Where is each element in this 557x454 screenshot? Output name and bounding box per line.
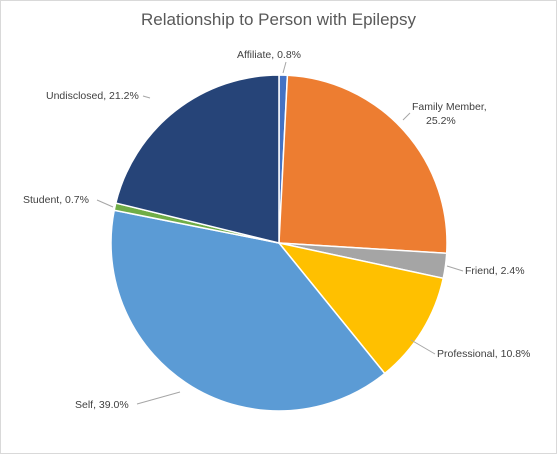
- data-label-student: Student, 0.7%: [23, 194, 89, 206]
- pie-slice-family-member: [278, 74, 448, 255]
- leader-line: [410, 339, 436, 355]
- leader-line: [96, 199, 114, 208]
- pie-slice-self: [110, 209, 386, 412]
- pie-slice-undisclosed: [114, 74, 280, 244]
- pie-slice-professional: [277, 241, 445, 375]
- data-label-self: Self, 39.0%: [75, 399, 129, 411]
- leader-line: [282, 61, 287, 74]
- chart-title: Relationship to Person with Epilepsy: [141, 10, 416, 29]
- data-label-friend: Friend, 2.4%: [465, 265, 525, 277]
- leader-line: [446, 265, 464, 272]
- leader-line: [402, 112, 411, 121]
- leader-line: [142, 95, 151, 99]
- leader-line: [136, 391, 181, 405]
- data-label-affiliate: Affiliate, 0.8%: [237, 49, 301, 61]
- data-label-undisclosed: Undisclosed, 21.2%: [46, 90, 139, 102]
- data-label-family-member: Family Member, 25.2%: [412, 101, 487, 127]
- data-label-professional: Professional, 10.8%: [437, 348, 530, 360]
